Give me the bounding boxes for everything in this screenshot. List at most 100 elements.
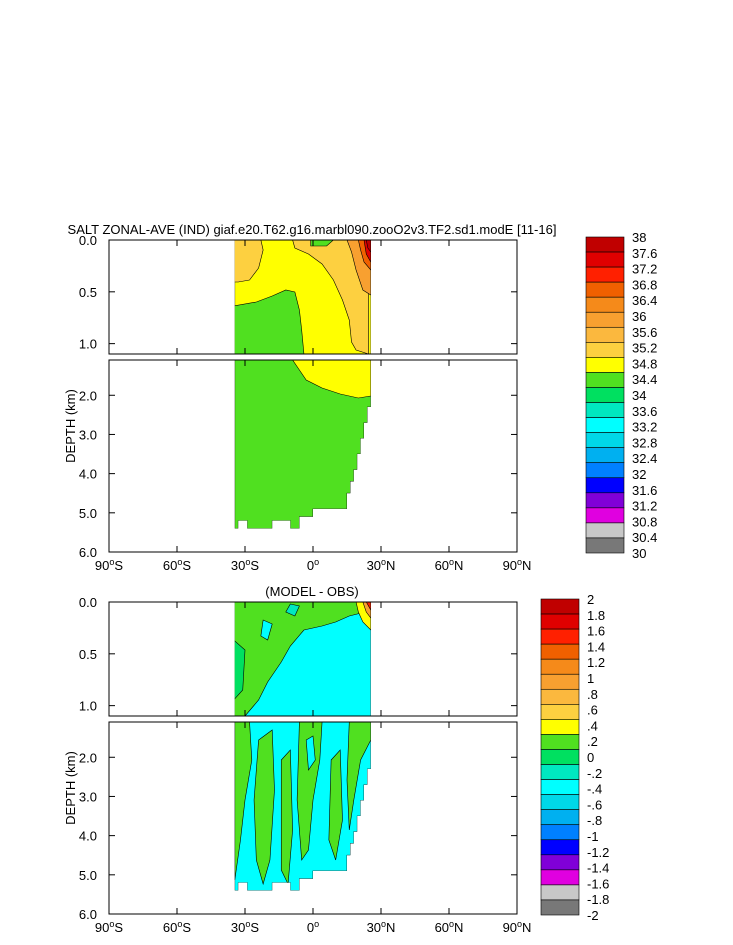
colorbar-label: 32.4: [632, 451, 657, 466]
colorbar-swatch: [540, 734, 580, 750]
colorbar-label: 1: [587, 671, 594, 686]
colorbar-label: .2: [587, 734, 598, 749]
difference-region: [305, 735, 316, 771]
colorbar-label: 32: [632, 467, 646, 482]
difference-region: [234, 722, 253, 881]
colorbar-label: 34.4: [632, 372, 657, 387]
colorbar-swatch: [540, 613, 580, 630]
y-tick-label: 5.0: [79, 506, 97, 521]
y-tick-label: 4.0: [79, 467, 97, 482]
colorbar-swatch: [585, 507, 625, 524]
colorbar-label: -.4: [587, 782, 602, 797]
colorbar-swatch: [585, 236, 625, 253]
x-tick-label: 30oS: [231, 557, 259, 573]
colorbar-label: 37.2: [632, 262, 657, 277]
colorbar-label: -1: [587, 829, 599, 844]
x-tick-label: 90oS: [95, 919, 123, 935]
colorbar-label: -.2: [587, 766, 602, 781]
colorbar-swatch: [585, 296, 625, 313]
x-tick-label: 30oS: [231, 919, 259, 935]
colorbar-swatch: [540, 658, 580, 675]
colorbar-swatch: [540, 779, 580, 795]
colorbar-label: 34.8: [632, 356, 657, 371]
difference-region: [234, 639, 246, 701]
colorbar-label: 0: [587, 750, 594, 765]
salinity-region: [292, 240, 369, 354]
diff-panel: (MODEL - OBS) 0.0 0.5 1.0 2.0 3.0 4.0 5.0 6.0 DEP…: [63, 584, 609, 935]
colorbar-swatch: [540, 598, 580, 615]
colorbar-label: .6: [587, 703, 598, 718]
colorbar-label: 1.6: [587, 624, 605, 639]
colorbar-swatch: [585, 326, 625, 343]
colorbar-swatch: [585, 342, 625, 358]
colorbar-swatch: [585, 477, 625, 494]
salinity-region: [234, 240, 264, 283]
colorbar-label: 35.6: [632, 325, 657, 340]
colorbar-label: -1.4: [587, 861, 609, 876]
colorbar-swatch: [540, 824, 580, 841]
colorbar-swatch: [585, 266, 625, 283]
colorbar-label: -1.8: [587, 892, 609, 907]
upper-field: [234, 602, 371, 716]
difference-region: [365, 602, 371, 612]
y-axis-label: DEPTH (km): [63, 751, 78, 825]
salinity-region: [365, 240, 371, 253]
colorbar-label: 1.2: [587, 655, 605, 670]
colorbar-label: 36.4: [632, 293, 657, 308]
y-tick-label: 0.0: [79, 233, 97, 248]
y-tick-label: 0.5: [79, 647, 97, 662]
colorbar-swatch: [540, 643, 580, 660]
colorbar-swatch: [585, 372, 625, 388]
colorbar-swatch: [540, 719, 580, 735]
y-tick-label: 1.0: [79, 337, 97, 352]
salt-panel: SALT ZONAL-AVE (IND) giaf.e20.T62.g16.ma…: [63, 222, 657, 573]
y-tick-label: 6.0: [79, 545, 97, 560]
colorbar-label: 1.4: [587, 639, 605, 654]
x-tick-label: 60oS: [163, 557, 191, 573]
colorbar-label: .8: [587, 687, 598, 702]
colorbar-swatch: [585, 522, 625, 539]
x-tick-label: 0o: [307, 557, 319, 573]
y-tick-label: 3.0: [79, 789, 97, 804]
y-tick-label: 4.0: [79, 829, 97, 844]
colorbar-swatch: [585, 387, 625, 403]
x-tick-label: 60oN: [435, 919, 464, 935]
colorbar-label: -.8: [587, 813, 602, 828]
y-tick-label: 3.0: [79, 427, 97, 442]
difference-region: [260, 619, 273, 641]
colorbar-swatch: [540, 749, 580, 765]
colorbar-label: .4: [587, 718, 598, 733]
colorbar-swatch: [585, 537, 625, 554]
colorbar-swatch: [585, 402, 625, 418]
colorbar-swatch: [540, 854, 580, 871]
salinity-region: [310, 240, 335, 247]
salinity-region: [292, 360, 371, 399]
colorbar-label: -1.2: [587, 845, 609, 860]
colorbar-swatch: [540, 688, 580, 705]
colorbar-label: 31.6: [632, 483, 657, 498]
colorbar-swatch: [585, 492, 625, 509]
y-tick-label: 5.0: [79, 868, 97, 883]
y-tick-label: 2.0: [79, 750, 97, 765]
colorbar-swatch: [540, 794, 580, 810]
colorbar-swatch: [585, 251, 625, 268]
colorbar-label: 31.2: [632, 499, 657, 514]
x-tick-label: 90oS: [95, 557, 123, 573]
colorbar-label: -1.6: [587, 876, 609, 891]
chart-title: SALT ZONAL-AVE (IND) giaf.e20.T62.g16.ma…: [68, 222, 557, 237]
colorbar-swatch: [585, 432, 625, 448]
colorbar-swatch: [585, 281, 625, 298]
colorbar-swatch: [540, 809, 580, 826]
difference-region: [253, 729, 275, 886]
lower-field: [234, 360, 371, 529]
x-tick-label: 30oN: [367, 919, 396, 935]
salinity-region: [234, 360, 371, 529]
chart-title: (MODEL - OBS): [265, 584, 358, 599]
colorbar-label: 33.6: [632, 404, 657, 419]
colorbar-label: 2: [587, 592, 594, 607]
x-tick-label: 90oN: [503, 557, 532, 573]
colorbar-swatch: [540, 673, 580, 690]
colorbar-swatch: [540, 899, 580, 916]
colorbar-label: 1.8: [587, 608, 605, 623]
y-axis-label: DEPTH (km): [63, 389, 78, 463]
